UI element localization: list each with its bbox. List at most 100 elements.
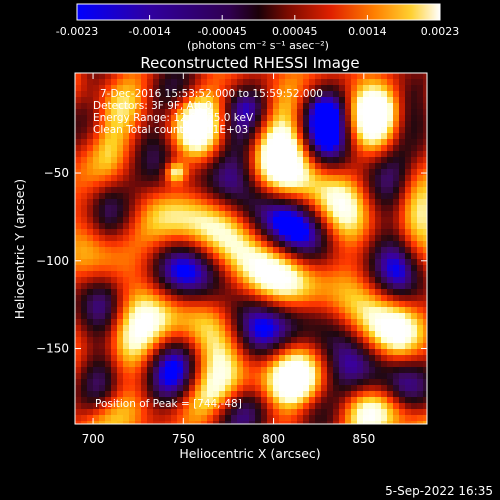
- heatmap-cell: [249, 187, 256, 194]
- heatmap-cell: [147, 151, 154, 158]
- heatmap-cell: [243, 109, 250, 116]
- heatmap-cell: [297, 103, 304, 110]
- heatmap-cell: [333, 259, 340, 266]
- heatmap-cell: [411, 241, 418, 248]
- heatmap-cell: [171, 217, 178, 224]
- heatmap-cell: [333, 229, 340, 236]
- heatmap-cell: [387, 253, 394, 260]
- heatmap-cell: [327, 385, 334, 392]
- heatmap-cell: [87, 223, 94, 230]
- heatmap-cell: [243, 91, 250, 98]
- heatmap-cell: [159, 211, 166, 218]
- heatmap-cell: [171, 391, 178, 398]
- heatmap-cell: [135, 163, 142, 170]
- heatmap-cell: [177, 331, 184, 338]
- heatmap-cell: [339, 217, 346, 224]
- heatmap-cell: [417, 211, 424, 218]
- heatmap-cell: [231, 211, 238, 218]
- heatmap-cell: [363, 397, 370, 404]
- heatmap-cell: [183, 253, 190, 260]
- heatmap-cell: [309, 253, 316, 260]
- heatmap-cell: [423, 295, 427, 302]
- heatmap-cell: [291, 139, 298, 146]
- heatmap-cell: [129, 133, 136, 140]
- heatmap-cell: [351, 151, 358, 158]
- heatmap-cell: [285, 319, 292, 326]
- heatmap-cell: [123, 403, 130, 410]
- heatmap-cell: [93, 163, 100, 170]
- heatmap-cell: [327, 235, 334, 242]
- heatmap-cell: [255, 397, 262, 404]
- heatmap-cell: [105, 181, 112, 188]
- heatmap-cell: [339, 103, 346, 110]
- heatmap-cell: [255, 355, 262, 362]
- heatmap-cell: [147, 337, 154, 344]
- heatmap-cell: [105, 313, 112, 320]
- heatmap-cell: [213, 139, 220, 146]
- heatmap-cell: [333, 367, 340, 374]
- heatmap-cell: [351, 253, 358, 260]
- heatmap-cell: [333, 73, 340, 80]
- heatmap-cell: [159, 331, 166, 338]
- heatmap-cell: [231, 283, 238, 290]
- heatmap-cell: [135, 121, 142, 128]
- heatmap-cell: [369, 367, 376, 374]
- heatmap-cell: [363, 91, 370, 98]
- heatmap-cell: [285, 175, 292, 182]
- heatmap-cell: [255, 337, 262, 344]
- heatmap-cell: [357, 181, 364, 188]
- heatmap-cell: [315, 241, 322, 248]
- heatmap-cell: [249, 409, 256, 416]
- heatmap-cell: [339, 325, 346, 332]
- heatmap-cell: [375, 361, 382, 368]
- heatmap-cell: [165, 409, 172, 416]
- heatmap-cell: [123, 175, 130, 182]
- heatmap-cell: [291, 85, 298, 92]
- heatmap-cell: [291, 247, 298, 254]
- heatmap-cell: [81, 217, 88, 224]
- heatmap-cell: [303, 235, 310, 242]
- heatmap-cell: [177, 199, 184, 206]
- heatmap-cell: [291, 325, 298, 332]
- heatmap-cell: [261, 307, 268, 314]
- heatmap-cell: [309, 391, 316, 398]
- heatmap-cell: [345, 319, 352, 326]
- heatmap-cell: [345, 115, 352, 122]
- heatmap-cell: [99, 109, 106, 116]
- heatmap-cell: [327, 223, 334, 230]
- heatmap-cell: [423, 349, 427, 356]
- heatmap-cell: [81, 115, 88, 122]
- heatmap-cell: [171, 349, 178, 356]
- heatmap-cell: [207, 223, 214, 230]
- heatmap-cell: [363, 145, 370, 152]
- heatmap-cell: [141, 235, 148, 242]
- heatmap-cell: [219, 181, 226, 188]
- heatmap-cell: [309, 229, 316, 236]
- heatmap-cell: [81, 271, 88, 278]
- heatmap-cell: [423, 235, 427, 242]
- heatmap-cell: [105, 337, 112, 344]
- heatmap-cell: [225, 253, 232, 260]
- heatmap-cell: [75, 319, 82, 326]
- heatmap-cell: [261, 115, 268, 122]
- heatmap-cell: [99, 199, 106, 206]
- heatmap-cell: [273, 253, 280, 260]
- heatmap-cell: [237, 151, 244, 158]
- heatmap-cell: [75, 295, 82, 302]
- heatmap-cell: [369, 175, 376, 182]
- heatmap-cell: [105, 211, 112, 218]
- heatmap-cell: [249, 325, 256, 332]
- heatmap-cell: [285, 205, 292, 212]
- heatmap-cell: [249, 85, 256, 92]
- heatmap-cell: [231, 397, 238, 404]
- heatmap-cell: [333, 115, 340, 122]
- heatmap-cell: [219, 127, 226, 134]
- heatmap-cell: [237, 241, 244, 248]
- heatmap-cell: [99, 145, 106, 152]
- heatmap-cell: [177, 229, 184, 236]
- heatmap-cell: [339, 205, 346, 212]
- heatmap-cell: [261, 421, 268, 424]
- heatmap-cell: [141, 313, 148, 320]
- heatmap-cell: [351, 265, 358, 272]
- heatmap-cell: [399, 367, 406, 374]
